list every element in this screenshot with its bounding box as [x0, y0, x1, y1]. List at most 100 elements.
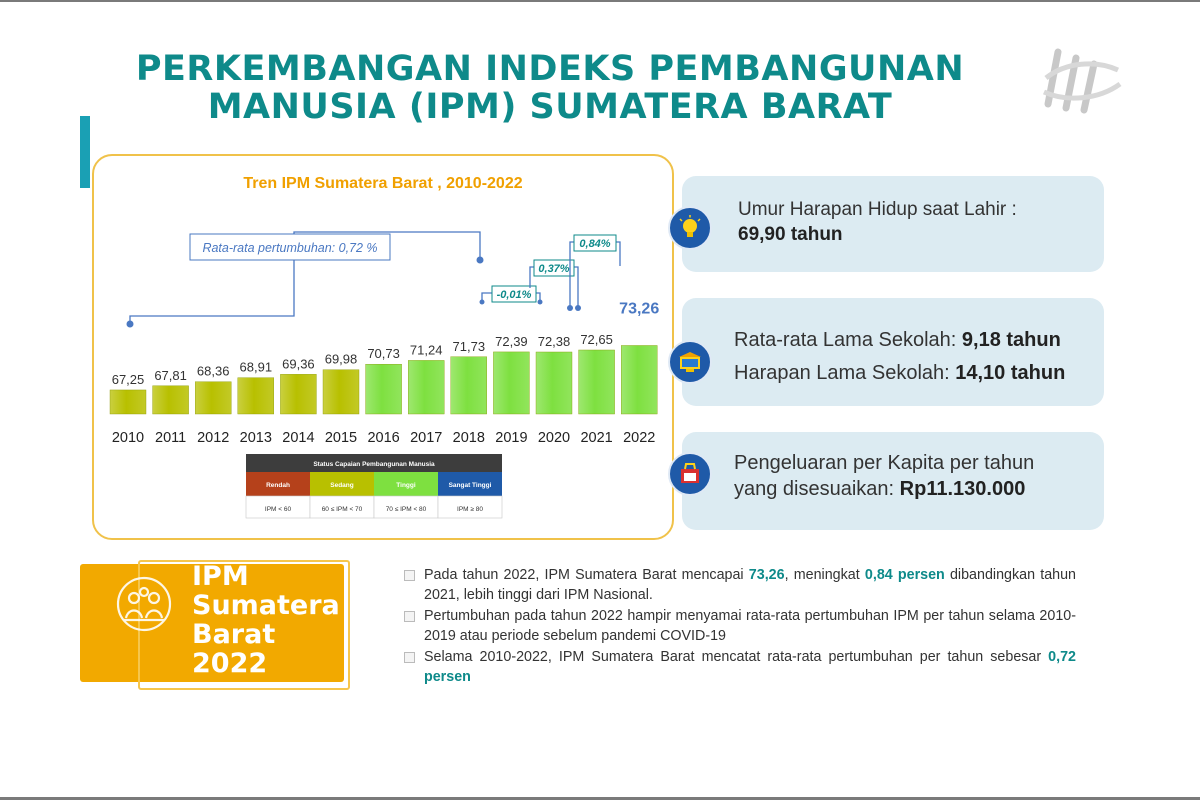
value-label-2022: 73,26 [619, 300, 659, 317]
growth-2022-connector [569, 241, 621, 308]
expenditure-label: Pengeluaran per Kapita per tahun [734, 452, 1035, 474]
mean-years-label: Rata-rata Lama Sekolah: [734, 329, 962, 351]
chart-title: Tren IPM Sumatera Barat , 2010-2022 [243, 175, 522, 192]
value-label-2011: 67,81 [154, 368, 187, 383]
value-label-2010: 67,25 [112, 372, 145, 387]
growth-2021-box [533, 259, 575, 277]
year-label-2016: 2016 [367, 430, 399, 446]
expenditure-text: Pengeluaran per Kapita per tahun yang di… [734, 450, 1034, 502]
school-icon [668, 340, 712, 384]
ipm-line-4: 2022 [192, 648, 268, 679]
chart-legend: Status Capaian Pembangunan Manusia Renda… [245, 454, 503, 519]
ipm-line-3: Barat [192, 619, 276, 650]
bullet-1: Pada tahun 2022, IPM Sumatera Barat menc… [404, 566, 1076, 605]
avg-growth-box [189, 233, 391, 261]
bar-2022 [621, 345, 658, 415]
legend-swatch-sedang [310, 472, 374, 496]
year-label-2011: 2011 [155, 430, 186, 446]
growth-2020-connector [481, 292, 541, 302]
expected-years-value: 14,10 tahun [955, 362, 1066, 384]
legend-title-bar [246, 454, 502, 472]
value-label-2017: 71,24 [410, 342, 443, 357]
bullet-1-ipm-value: 73,26 [748, 567, 785, 583]
growth-2022-label: 0,84% [579, 238, 610, 250]
bar-2015 [322, 369, 360, 415]
value-label-2012: 68,36 [197, 364, 230, 379]
value-label-2018: 71,73 [453, 339, 486, 354]
bottom-frame-line [0, 797, 1200, 800]
avg-growth-dot-end [476, 256, 484, 264]
legend-range-rendah: IPM < 60 [265, 506, 292, 513]
legend-range-tinggi: 70 ≤ IPM < 80 [386, 506, 427, 513]
bar-2019 [493, 351, 530, 415]
year-label-2012: 2012 [197, 430, 229, 446]
bullet-icon [404, 570, 415, 581]
bar-2014 [280, 374, 317, 415]
community-icon [116, 576, 172, 632]
bar-2016 [365, 363, 402, 415]
bar-2018 [450, 356, 487, 415]
shopping-icon [668, 452, 712, 496]
legend-label-tinggi: Tinggi [396, 482, 416, 489]
growth-2021-label: 0,37% [538, 263, 569, 275]
ipm-2022-box-outline [138, 560, 350, 690]
legend-swatch-tinggi [374, 472, 438, 496]
chart-panel: Tren IPM Sumatera Barat , 2010-2022 Rata… [92, 154, 674, 540]
value-label-2013: 68,91 [240, 360, 273, 375]
growth-2020-box [491, 285, 537, 303]
value-label-2019: 72,39 [495, 334, 528, 349]
ipm-line-1: IPM [192, 561, 249, 592]
bars-layer: 67,25 2010 67,81 2011 68,36 2012 68,91 2013 69,3… [109, 300, 659, 446]
mean-years-value: 9,18 tahun [961, 329, 1061, 351]
legend-range-sangat-tinggi: IPM ≥ 80 [457, 506, 483, 513]
ipm-2022-title: IPM Sumatera Barat 2022 [192, 562, 340, 678]
bar-2021 [578, 349, 615, 415]
year-label-2015: 2015 [325, 430, 357, 446]
bullet-1-growth-value: 0,84 persen [864, 567, 945, 583]
life-expectancy-box [682, 176, 1104, 272]
year-label-2019: 2019 [495, 430, 527, 446]
bar-2011 [152, 385, 189, 415]
title-line-2: MANUSIA (IPM) SUMATERA BARAT [207, 87, 893, 127]
bullet-1-text-a: Pada tahun 2022, IPM Sumatera Barat menc… [424, 567, 749, 583]
year-label-2014: 2014 [282, 430, 314, 446]
avg-growth-connector [129, 231, 481, 324]
value-label-2014: 69,36 [282, 356, 315, 371]
ipm-line-2: Sumatera [192, 590, 340, 621]
schooling-box [682, 298, 1104, 406]
expenditure-box [682, 432, 1104, 530]
life-expectancy-label: Umur Harapan Hidup saat Lahir : [738, 199, 1017, 220]
year-label-2022: 2022 [623, 430, 655, 446]
legend-title: Status Capaian Pembangunan Manusia [313, 461, 435, 468]
year-label-2013: 2013 [240, 430, 272, 446]
legend-range-cell [437, 495, 503, 519]
growth-2021-dot [575, 305, 581, 311]
lightbulb-icon [668, 206, 712, 250]
page-title: PERKEMBANGAN INDEKS PEMBANGUNAN MANUSIA … [120, 50, 980, 126]
value-label-2015: 69,98 [325, 352, 358, 367]
bps-logo-icon [1042, 48, 1122, 114]
legend-range-sedang: 60 ≤ IPM < 70 [322, 506, 363, 513]
expenditure-value: Rp11.130.000 [899, 478, 1026, 500]
year-label-2017: 2017 [410, 430, 442, 446]
avg-growth-dot-start [126, 320, 134, 328]
title-line-1: PERKEMBANGAN INDEKS PEMBANGUNAN [135, 49, 965, 89]
ipm-2022-box [80, 564, 344, 682]
value-label-2016: 70,73 [367, 346, 400, 361]
ipm-bar-chart: Tren IPM Sumatera Barat , 2010-2022 Rata… [109, 175, 659, 519]
value-label-2021: 72,65 [580, 332, 613, 347]
legend-swatch-rendah [246, 472, 310, 496]
bullet-3: Selama 2010-2022, IPM Sumatera Barat men… [404, 648, 1076, 687]
bullet-1-text-b: , meningkat [784, 567, 865, 583]
expected-years-label: Harapan Lama Sekolah: [734, 362, 956, 384]
bar-2010 [109, 389, 147, 415]
bullet-2: Pertumbuhan pada tahun 2022 hampir menya… [404, 607, 1076, 646]
growth-2020-label: -0,01% [497, 289, 532, 301]
legend-label-sedang: Sedang [330, 482, 354, 489]
summary-bullets: Pada tahun 2022, IPM Sumatera Barat menc… [404, 566, 1076, 689]
top-frame-line [0, 0, 1200, 2]
growth-2022-dot [567, 305, 573, 311]
bullet-1-text-c: dibandingkan tahun 2021, lebih tinggi da… [424, 567, 1077, 603]
accent-bar [80, 116, 90, 188]
year-label-2010: 2010 [112, 430, 144, 446]
